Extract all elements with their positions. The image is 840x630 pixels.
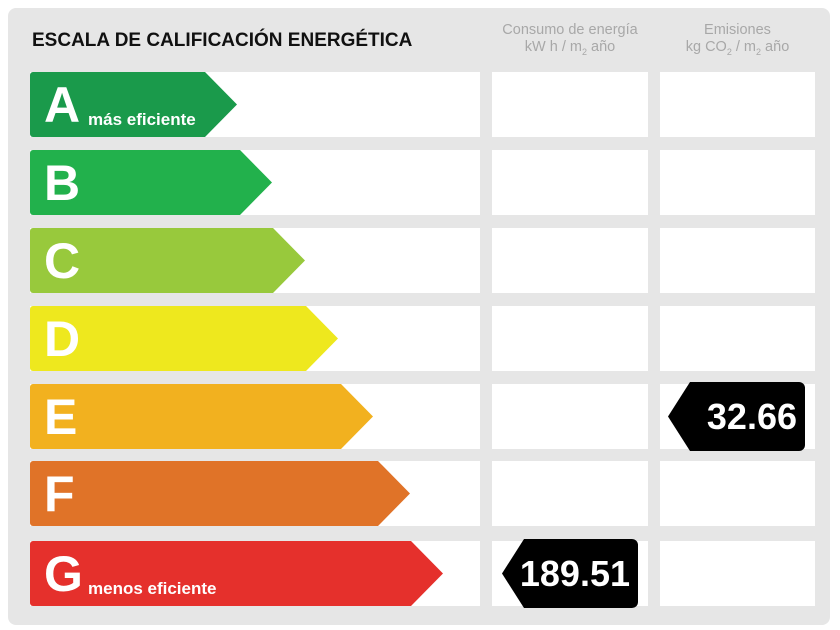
rating-letter: D	[44, 311, 81, 367]
emisiones-header-line1: Emisiones	[704, 22, 771, 38]
consumo-value-badge: 189.51	[502, 539, 638, 608]
rating-row-g: G menos eficiente 189.51	[0, 539, 840, 608]
emisiones-cell	[660, 228, 815, 293]
consumo-header: Consumo de energía kW h / m2 año	[492, 22, 648, 61]
rating-arrow: F	[30, 461, 410, 526]
consumo-cell	[492, 150, 648, 215]
rating-letter: C	[44, 233, 81, 289]
rating-letter: A	[44, 77, 81, 133]
emisiones-cell	[660, 541, 815, 606]
rating-arrow: B	[30, 150, 272, 215]
rating-row-d: D	[0, 306, 840, 371]
emisiones-cell	[660, 461, 815, 526]
rating-row-f: F	[0, 461, 840, 526]
consumo-header-unit: kW h / m2 año	[524, 39, 616, 57]
consumo-cell	[492, 461, 648, 526]
consumo-header-line1: Consumo de energía	[502, 22, 638, 38]
rating-arrow: E	[30, 384, 373, 449]
consumo-cell	[492, 72, 648, 137]
rating-row-c: C	[0, 228, 840, 293]
consumo-cell	[492, 306, 648, 371]
emisiones-cell	[660, 72, 815, 137]
emisiones-header: Emisiones kg CO2 / m2 año	[660, 22, 815, 61]
emisiones-cell	[660, 306, 815, 371]
emisiones-value-badge: 32.66	[668, 382, 805, 451]
consumo-cell	[492, 228, 648, 293]
emisiones-cell	[660, 150, 815, 215]
rating-arrow: D	[30, 306, 338, 371]
label-title: ESCALA DE CALIFICACIÓN ENERGÉTICA	[32, 30, 413, 51]
consumo-cell	[492, 384, 648, 449]
rating-letter: G	[44, 546, 83, 602]
rating-row-b: B	[0, 150, 840, 215]
rating-letter: E	[44, 389, 78, 445]
rating-arrow: A más eficiente	[30, 72, 237, 137]
rating-row-e: E 32.66	[0, 382, 840, 451]
rating-arrow: C	[30, 228, 305, 293]
rating-sublabel: menos eficiente	[88, 579, 217, 598]
rating-sublabel: más eficiente	[88, 110, 196, 129]
rating-letter: B	[44, 155, 81, 211]
rating-arrow: G menos eficiente	[30, 541, 443, 606]
emisiones-header-unit: kg CO2 / m2 año	[685, 39, 790, 57]
rating-row-a: A más eficiente	[0, 72, 840, 137]
rating-letter: F	[44, 466, 75, 522]
